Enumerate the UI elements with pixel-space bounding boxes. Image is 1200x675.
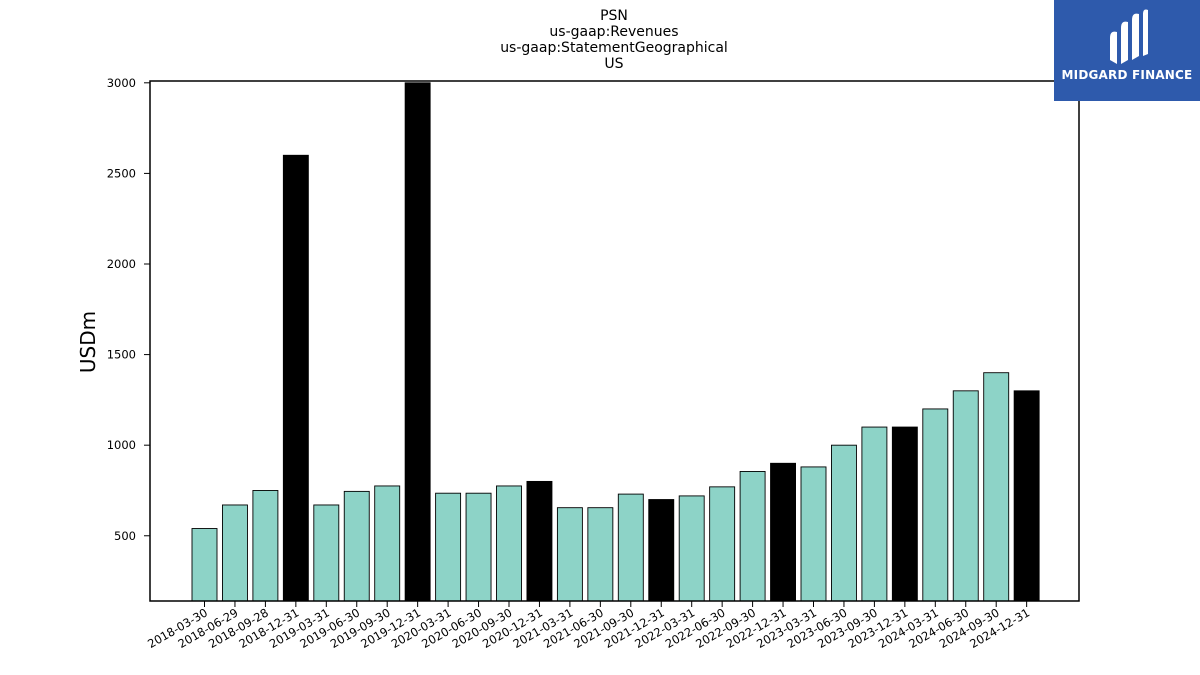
bar-2019-12-31 — [404, 82, 431, 602]
bar-2023-06-30 — [831, 444, 857, 602]
bar-2018-09-28 — [252, 490, 279, 602]
bar-2021-09-30 — [617, 493, 644, 602]
bar-2018-12-31 — [282, 154, 309, 602]
y-tick-label: 3000 — [107, 76, 136, 90]
y-tick-label: 2500 — [107, 166, 136, 180]
bar-2024-03-31 — [922, 408, 949, 602]
x-axis-ticks: 2018-03-302018-06-292018-09-282018-12-31… — [145, 601, 1032, 651]
title-line-member: US — [604, 56, 623, 72]
bar-2021-06-30 — [587, 507, 614, 602]
bar-2022-03-31 — [678, 495, 705, 602]
bar-2022-09-30 — [739, 471, 766, 602]
bar-2022-06-30 — [709, 486, 736, 602]
bar-series — [191, 82, 1040, 602]
title-line-ticker: PSN — [600, 8, 628, 24]
bar-2018-06-29 — [221, 504, 248, 602]
bar-2024-06-30 — [952, 390, 979, 602]
bar-2023-09-30 — [861, 426, 888, 602]
y-tick-label: 1500 — [107, 348, 136, 362]
bar-2023-03-31 — [800, 466, 827, 602]
bar-2018-03-30 — [191, 528, 218, 602]
bar-2024-09-30 — [983, 372, 1010, 602]
y-axis-label: USDm — [76, 311, 100, 373]
bar-2020-09-30 — [496, 485, 522, 602]
bar-2020-12-31 — [526, 480, 553, 602]
logo-text: MIDGARD FINANCE — [1061, 68, 1193, 82]
bar-2020-03-31 — [435, 492, 462, 602]
bar-2022-12-31 — [770, 462, 796, 602]
midgard-finance-logo: MIDGARD FINANCE — [1054, 0, 1200, 101]
logo-mark-icon — [1110, 9, 1148, 65]
bar-2023-12-31 — [891, 426, 918, 602]
chart-title: PSN us-gaap:Revenues us-gaap:StatementGe… — [500, 8, 728, 72]
y-tick-label: 1000 — [107, 438, 136, 452]
title-line-axis: us-gaap:StatementGeographical — [500, 40, 728, 56]
bar-2019-06-30 — [343, 490, 370, 602]
bar-2019-09-30 — [374, 485, 401, 602]
plot-frame — [149, 80, 1080, 602]
y-tick-label: 2000 — [107, 257, 136, 271]
bar-2021-12-31 — [648, 499, 675, 602]
y-axis-ticks: 500 1000 1500 2000 2500 3000 — [107, 76, 150, 543]
bar-2021-03-31 — [556, 507, 583, 602]
bar-2019-03-31 — [313, 504, 340, 602]
bar-2020-06-30 — [465, 492, 492, 602]
y-tick-label: 500 — [114, 529, 136, 543]
bar-2024-12-31 — [1013, 390, 1040, 602]
title-line-concept: us-gaap:Revenues — [549, 24, 678, 40]
